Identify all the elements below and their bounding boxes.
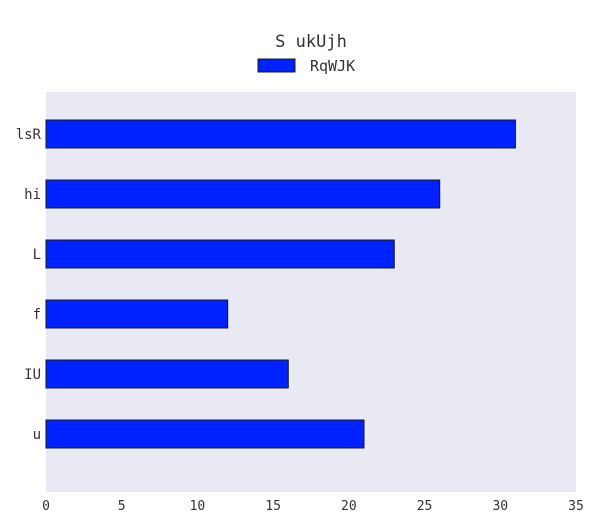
y-tick-label: f [33,307,41,323]
bar-hi [45,179,441,209]
y-tick-label: IU [24,367,41,383]
chart-title: S ukUjh [275,32,347,52]
y-tick-label: lsR [16,127,42,143]
y-tick-label: L [33,247,41,263]
bar-f [45,299,229,329]
x-tick-label: 0 [42,499,50,514]
x-tick-label: 5 [118,499,126,514]
y-tick-label: u [33,427,41,443]
x-tick-label: 25 [417,499,433,514]
legend: RqWJK [257,57,355,75]
bar-L [45,239,395,269]
x-tick-label: 30 [492,499,508,514]
bar-IU [45,359,289,389]
legend-swatch [257,58,296,73]
bar-lsR [45,119,516,149]
x-tick-label: 35 [568,499,584,514]
x-tick-label: 15 [265,499,281,514]
x-tick-label: 20 [341,499,357,514]
legend-label: RqWJK [310,57,355,75]
y-axis-labels: lsR hi Lf IU u [16,127,42,443]
bar-u [45,419,365,449]
bars [45,119,516,449]
x-axis-ticks: 0 5 10 15 20 25 30 35 [42,499,584,514]
x-tick-label: 10 [190,499,206,514]
y-tick-label: hi [24,187,41,203]
